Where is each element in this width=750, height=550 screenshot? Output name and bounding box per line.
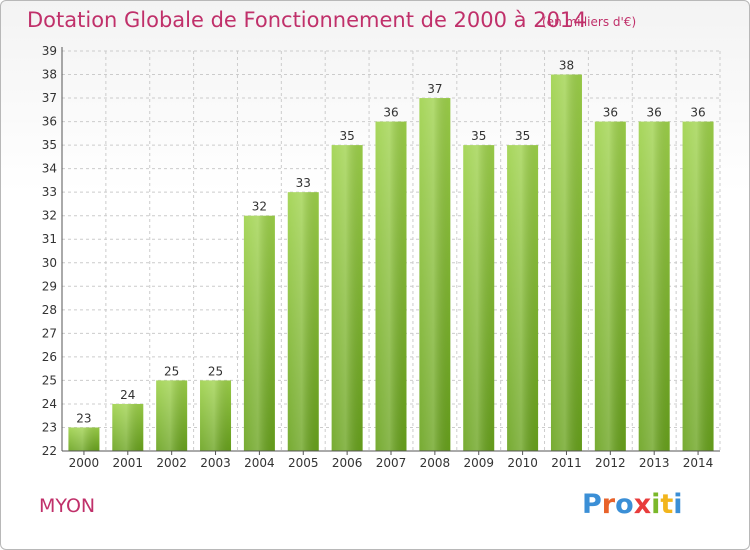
y-tick-label: 29 [42, 279, 57, 293]
x-tick-label: 2000 [69, 456, 100, 470]
bar-sheen [331, 145, 363, 451]
commune-name: MYON [39, 495, 96, 517]
bar-sheen [68, 427, 100, 451]
bar-sheen [638, 121, 670, 452]
bar-value-label: 33 [296, 176, 311, 190]
data-labels: 23 24 25 25 32 33 35 36 37 35 35 38 36 36 36 [76, 59, 705, 426]
bar-sheen [112, 403, 144, 451]
bar-value-label: 23 [76, 411, 91, 425]
bar-value-label: 25 [208, 364, 223, 378]
bar-sheen [507, 145, 539, 451]
y-tick-label: 33 [42, 185, 57, 199]
bar-value-label: 35 [471, 129, 486, 143]
x-tick-label: 2008 [420, 456, 451, 470]
x-tick-label: 2002 [156, 456, 187, 470]
y-tick-label: 24 [42, 397, 57, 411]
x-tick-label: 2001 [113, 456, 144, 470]
bar-sheen [463, 145, 495, 451]
y-tick-label: 37 [42, 91, 57, 105]
x-tick-label: 2004 [244, 456, 275, 470]
logo-letter: t [660, 489, 674, 520]
bar-sheen [243, 215, 275, 451]
bar-value-label: 24 [120, 388, 135, 402]
x-tick-label: 2006 [332, 456, 363, 470]
bar-sheen [419, 98, 451, 451]
bars [68, 74, 714, 452]
bar-sheen [594, 121, 626, 452]
y-tick-label: 26 [42, 350, 57, 364]
y-tick-label: 23 [42, 420, 57, 434]
axes: 22 23 24 25 26 27 28 29 30 31 32 33 34 35 36 37 38 39 2000… [42, 44, 720, 470]
x-tick-label: 2012 [595, 456, 626, 470]
bar-sheen [375, 121, 407, 452]
x-tick-label: 2011 [551, 456, 582, 470]
logo-letter: x [633, 489, 652, 520]
bar-value-label: 36 [383, 106, 398, 120]
bar-sheen [682, 121, 714, 452]
x-tick-label: 2014 [683, 456, 714, 470]
bar-sheen [287, 192, 319, 452]
x-tick-label: 2005 [288, 456, 319, 470]
chart-title: Dotation Globale de Fonctionnement de 20… [27, 8, 587, 32]
y-tick-label: 39 [42, 44, 57, 58]
bar-value-label: 36 [603, 106, 618, 120]
x-tick-label: 2007 [376, 456, 407, 470]
y-tick-label: 34 [42, 162, 57, 176]
bar-sheen [550, 74, 582, 451]
y-tick-label: 32 [42, 209, 57, 223]
bar-sheen [156, 380, 188, 451]
logo-letter: P [582, 489, 602, 520]
x-tick-label: 2009 [463, 456, 494, 470]
y-tick-label: 30 [42, 256, 57, 270]
logo-letter: o [615, 489, 634, 520]
x-tick-label: 2013 [639, 456, 670, 470]
chart-subtitle: (en milliers d'€) [542, 15, 637, 29]
bar-sheen [200, 380, 232, 451]
y-tick-label: 35 [42, 138, 57, 152]
y-tick-label: 28 [42, 303, 57, 317]
y-tick-label: 38 [42, 68, 57, 82]
logo-letter: r [601, 489, 616, 520]
bar-value-label: 35 [515, 129, 530, 143]
logo-letter: i [651, 489, 661, 520]
y-tick-label: 31 [42, 232, 57, 246]
bar-value-label: 36 [690, 106, 705, 120]
y-tick-label: 25 [42, 373, 57, 387]
proxiti-logo: Proxiti [582, 489, 683, 520]
bar-value-label: 38 [559, 59, 574, 73]
bar-value-label: 36 [647, 106, 662, 120]
bar-value-label: 32 [252, 200, 267, 214]
x-tick-label: 2003 [200, 456, 231, 470]
bar-value-label: 35 [339, 129, 354, 143]
y-tick-label: 27 [42, 326, 57, 340]
y-tick-label: 36 [42, 115, 57, 129]
logo-letter: i [673, 489, 683, 520]
x-tick-label: 2010 [507, 456, 538, 470]
bar-value-label: 25 [164, 364, 179, 378]
y-tick-label: 22 [42, 444, 57, 458]
bar-value-label: 37 [427, 82, 442, 96]
